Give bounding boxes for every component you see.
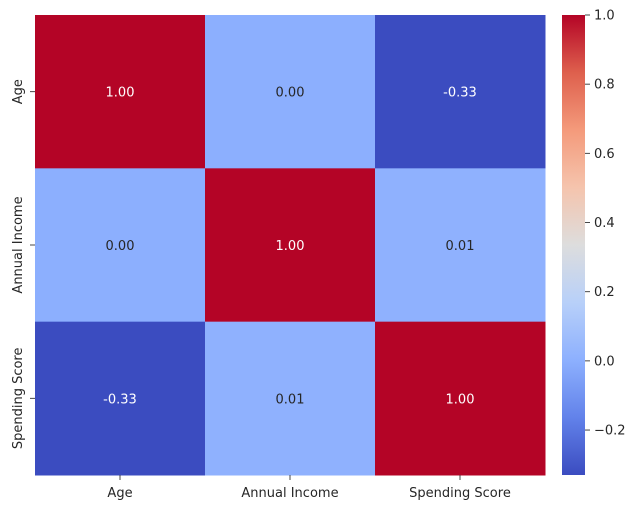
colorbar-tick-label-3: 0.4 (594, 216, 615, 231)
heatmap-cell-label-2-0: -0.33 (103, 392, 137, 407)
heatmap-cell-2-1 (205, 321, 376, 476)
colorbar-tick-label-1: 0.0 (594, 354, 615, 369)
colorbar-tick-label-4: 0.6 (594, 147, 615, 162)
heatmap-cells (35, 15, 546, 476)
x-tick-label-1: Annual Income (241, 486, 338, 501)
x-tick-label-0: Age (107, 486, 132, 501)
y-tick-label-2: Spending Score (11, 348, 26, 450)
heatmap-cell-label-2-2: 1.00 (446, 392, 475, 407)
y-tick-label-1: Annual Income (11, 196, 26, 293)
heatmap-cell-1-2 (375, 168, 546, 323)
heatmap-cell-label-1-1: 1.00 (276, 239, 305, 254)
y-axis: Age Annual Income Spending Score (11, 79, 35, 449)
heatmap-cell-label-2-1: 0.01 (276, 392, 305, 407)
colorbar-tick-label-5: 0.8 (594, 78, 615, 93)
colorbar-tick-label-0: −0.2 (594, 424, 626, 439)
x-tick-label-2: Spending Score (409, 486, 511, 501)
heatmap-cell-label-0-2: -0.33 (443, 86, 477, 101)
heatmap-cell-2-0 (35, 321, 206, 476)
heatmap-cell-0-1 (205, 15, 376, 169)
colorbar: −0.2 0.0 0.2 0.4 0.6 0.8 1.0 (562, 9, 626, 475)
heatmap-cell-label-1-0: 0.00 (106, 239, 135, 254)
y-tick-label-0: Age (11, 79, 26, 104)
heatmap-cell-label-1-2: 0.01 (446, 239, 475, 254)
x-axis: Age Annual Income Spending Score (107, 475, 511, 501)
heatmap-cell-0-0 (35, 15, 206, 169)
heatmap-cell-1-1 (205, 168, 376, 323)
heatmap-cell-label-0-0: 1.00 (106, 86, 135, 101)
colorbar-gradient (562, 15, 585, 475)
heatmap-cell-2-2 (375, 321, 546, 476)
heatmap-annotations: 1.00 0.00 -0.33 0.00 1.00 0.01 -0.33 0.01 1.00 (103, 86, 477, 408)
heatmap-cell-label-0-1: 0.00 (276, 86, 305, 101)
heatmap-cell-1-0 (35, 168, 206, 323)
colorbar-tick-label-2: 0.2 (594, 285, 615, 300)
heatmap-cell-0-2 (375, 15, 546, 169)
colorbar-tick-label-6: 1.0 (594, 9, 615, 24)
